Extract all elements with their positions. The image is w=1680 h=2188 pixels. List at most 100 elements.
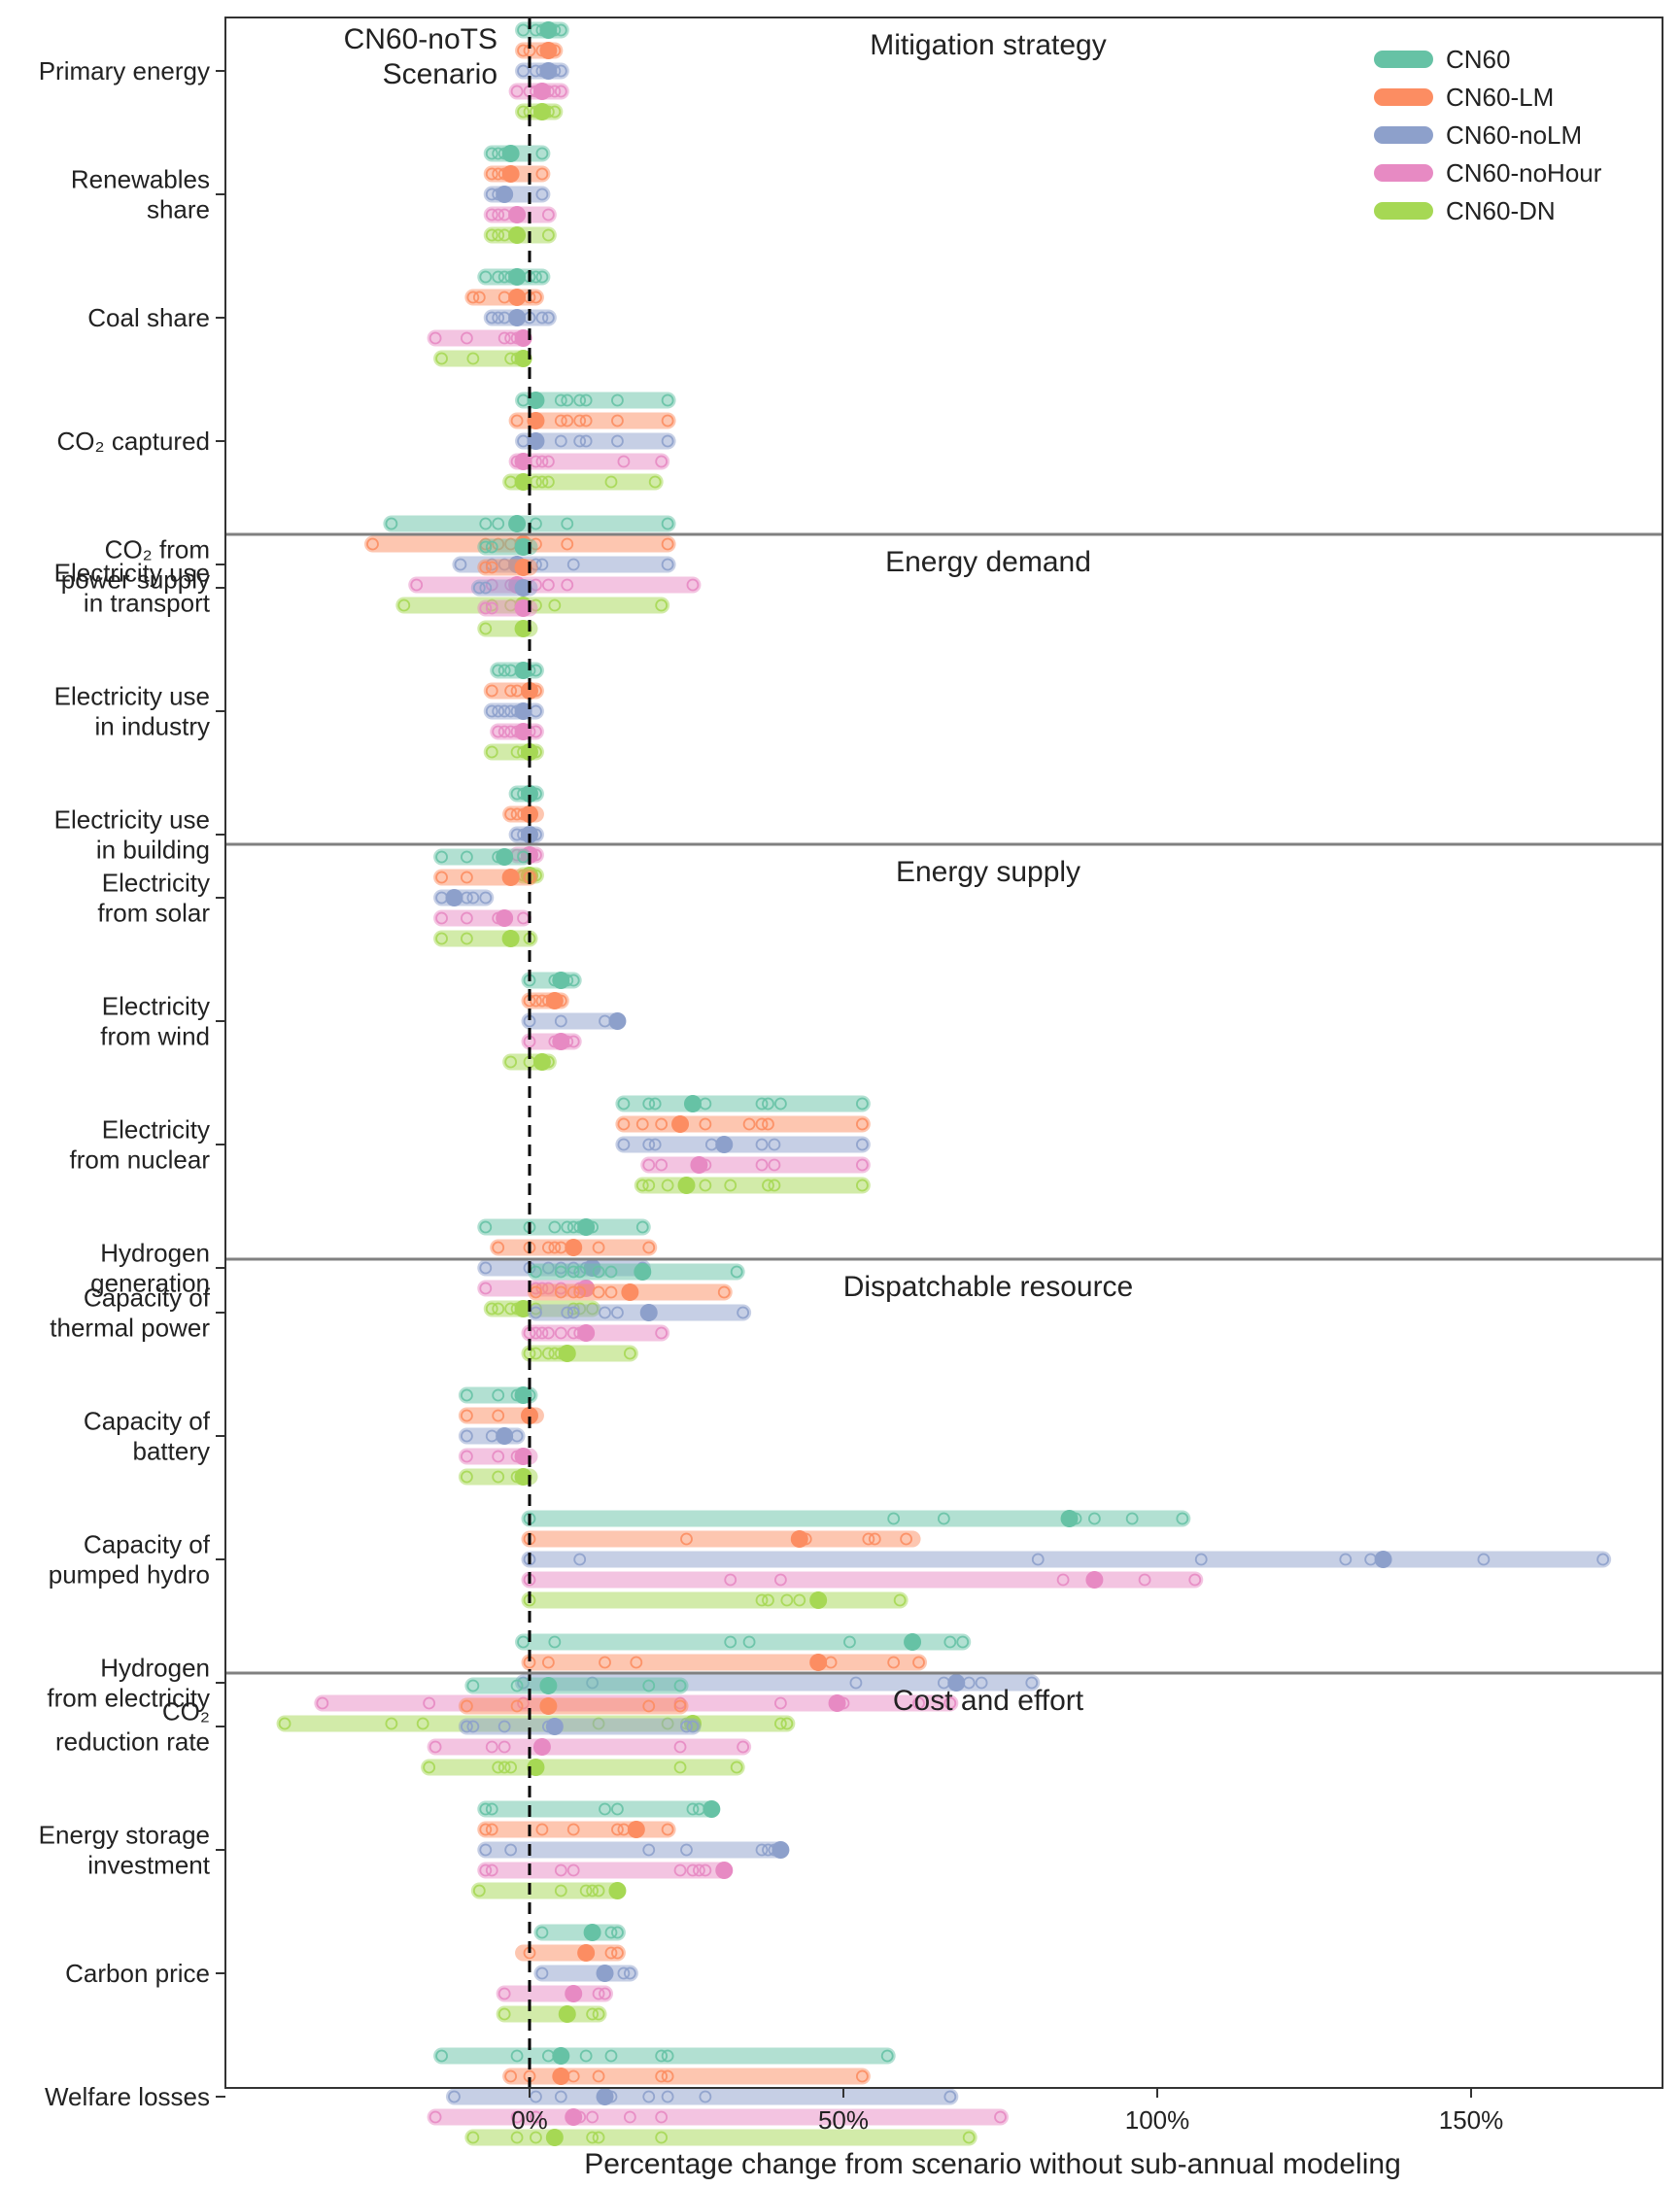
data-point	[635, 1220, 649, 1234]
x-tick-label: 100%	[1125, 2105, 1190, 2135]
data-point	[554, 1285, 567, 1299]
data-point	[737, 1306, 750, 1319]
data-point	[768, 1179, 781, 1192]
data-point	[611, 1946, 624, 1960]
highlight-point	[496, 186, 514, 203]
data-point	[510, 1679, 524, 1692]
highlight-point	[508, 289, 527, 306]
data-point	[485, 1823, 498, 1836]
data-point	[868, 1532, 881, 1546]
data-point	[466, 1720, 480, 1733]
data-point	[611, 1926, 624, 1939]
data-point	[541, 1347, 555, 1360]
highlight-point	[671, 1115, 690, 1133]
data-point	[680, 1532, 693, 1546]
data-point	[862, 1532, 875, 1546]
data-point	[535, 167, 549, 181]
category-label: share	[147, 195, 210, 224]
category-label: Energy storage	[39, 1821, 210, 1850]
data-point	[492, 270, 505, 284]
data-point	[635, 1117, 649, 1131]
data-point	[642, 1241, 656, 1254]
category-label: power supply	[61, 565, 210, 595]
data-point	[510, 414, 524, 427]
data-point	[472, 291, 486, 304]
data-point	[397, 598, 411, 612]
x-tick-label: 50%	[818, 2105, 869, 2135]
data-point	[762, 1593, 774, 1607]
highlight-point	[501, 165, 520, 183]
data-point	[460, 850, 473, 864]
data-point	[485, 561, 498, 574]
data-point	[855, 2069, 869, 2083]
highlight-point	[514, 1386, 532, 1404]
data-point	[479, 601, 493, 615]
data-point	[485, 1802, 498, 1816]
data-point	[566, 1306, 580, 1319]
legend-label: CN60-noHour	[1446, 158, 1602, 188]
data-point	[435, 911, 448, 925]
data-point	[730, 1265, 743, 1279]
data-point	[535, 270, 549, 284]
data-point	[943, 1696, 957, 1710]
data-point	[554, 1265, 567, 1279]
data-point	[611, 1802, 624, 1816]
highlight-point	[514, 538, 532, 556]
data-point	[435, 352, 448, 365]
category-label: battery	[133, 1437, 211, 1466]
data-point	[561, 1220, 574, 1234]
data-point	[479, 540, 493, 554]
data-point	[755, 1097, 769, 1111]
data-point	[554, 1863, 567, 1877]
data-point	[887, 1656, 901, 1669]
highlight-point	[690, 1156, 708, 1174]
data-point	[912, 1656, 925, 1669]
data-point	[642, 1097, 656, 1111]
data-point	[661, 2069, 674, 2083]
data-point	[592, 1241, 605, 1254]
legend: CN60 CN60-LM CN60-noLM CN60-noHour CN60-DN	[1374, 45, 1602, 225]
highlight-point	[715, 1136, 734, 1153]
data-point	[956, 1635, 970, 1649]
data-point	[561, 1306, 574, 1319]
data-point	[573, 1285, 587, 1299]
highlight-point	[527, 392, 545, 409]
data-point	[510, 2110, 524, 2124]
x-axis-ticks: 0% 50% 100% 150%	[511, 2088, 1503, 2135]
data-point	[673, 1699, 687, 1713]
data-point	[1176, 1512, 1189, 1525]
highlight-point	[539, 1677, 558, 1694]
data-point	[460, 1450, 473, 1463]
data-point	[1477, 1553, 1491, 1566]
highlight-point	[552, 2068, 570, 2085]
category-label: from wind	[100, 1022, 210, 1051]
highlight-point	[545, 2129, 564, 2146]
category-label: CO₂ from	[105, 535, 210, 564]
data-point	[541, 475, 555, 489]
data-point	[724, 1573, 737, 1587]
data-point	[466, 1679, 480, 1692]
scenario-annotation-line1: CN60-noTS	[344, 23, 497, 55]
highlight-point	[501, 930, 520, 947]
highlight-point	[501, 145, 520, 162]
highlight-point	[1374, 1551, 1392, 1568]
category-label: Electricity	[102, 869, 210, 898]
category-label: pumped hydro	[49, 1560, 210, 1590]
data-point	[561, 414, 574, 427]
data-point	[510, 2131, 524, 2144]
data-point	[730, 1761, 743, 1774]
data-point	[699, 1863, 712, 1877]
data-point	[604, 1946, 618, 1960]
data-point	[661, 414, 674, 427]
data-point	[975, 1676, 988, 1690]
data-point	[599, 1306, 611, 1319]
data-point	[604, 1265, 618, 1279]
data-point	[460, 1388, 473, 1402]
data-point	[485, 684, 498, 698]
data-point	[454, 558, 467, 571]
x-axis-title: Percentage change from scenario without …	[584, 2148, 1401, 2180]
highlight-point	[639, 1304, 658, 1321]
data-point	[680, 1720, 693, 1733]
data-point	[1339, 1553, 1353, 1566]
